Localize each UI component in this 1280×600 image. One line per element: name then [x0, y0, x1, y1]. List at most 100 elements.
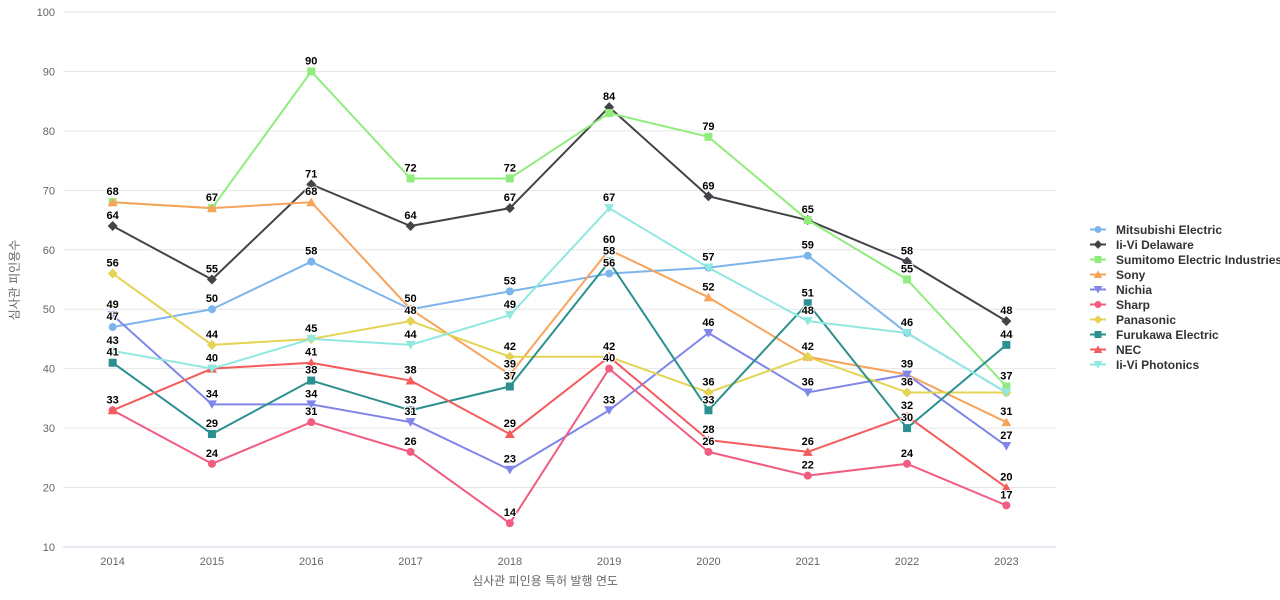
data-point-marker[interactable] — [406, 447, 415, 456]
legend-item-nec[interactable]: NEC — [1090, 342, 1280, 357]
data-point-marker[interactable] — [306, 358, 317, 367]
data-point-marker[interactable] — [406, 174, 415, 183]
data-point-marker[interactable] — [703, 292, 714, 302]
data-point-marker[interactable] — [1001, 441, 1012, 451]
data-point-marker[interactable] — [107, 346, 118, 356]
data-point-marker[interactable] — [703, 191, 714, 202]
data-point-marker[interactable] — [504, 429, 515, 439]
data-point-marker[interactable] — [504, 311, 515, 320]
data-point-marker[interactable] — [405, 340, 416, 350]
data-point-marker[interactable] — [903, 424, 912, 433]
legend-item-ii-vi-delaware[interactable]: Ii-Vi Delaware — [1090, 237, 1280, 252]
data-point-marker[interactable] — [605, 364, 614, 373]
data-point-marker[interactable] — [902, 256, 913, 267]
data-point-marker[interactable] — [902, 329, 913, 338]
legend-item-panasonic[interactable]: Panasonic — [1090, 312, 1280, 327]
legend-item-mitsubishi-electric[interactable]: Mitsubishi Electric — [1090, 222, 1280, 237]
data-point-marker[interactable] — [803, 299, 812, 308]
data-point-marker[interactable] — [306, 197, 317, 207]
data-point-marker[interactable] — [307, 67, 316, 76]
data-point-marker[interactable] — [207, 459, 216, 468]
data-point-marker[interactable] — [1002, 382, 1011, 391]
data-point-marker[interactable] — [406, 406, 415, 415]
data-point-marker[interactable] — [107, 197, 118, 207]
legend-item-sharp[interactable]: Sharp — [1090, 297, 1280, 312]
data-point-marker[interactable] — [108, 323, 117, 332]
data-point-marker[interactable] — [405, 418, 416, 427]
data-point-marker[interactable] — [704, 132, 713, 141]
data-point-marker[interactable] — [902, 411, 913, 421]
data-point-marker[interactable] — [405, 375, 416, 385]
data-point-marker[interactable] — [505, 519, 514, 528]
data-point-marker[interactable] — [107, 405, 118, 415]
legend-item-sony[interactable]: Sony — [1090, 267, 1280, 282]
data-point-marker[interactable] — [107, 311, 118, 320]
data-point-marker[interactable] — [207, 430, 216, 439]
data-point-marker[interactable] — [604, 406, 615, 415]
data-point-marker[interactable] — [505, 174, 514, 183]
legend-item-furukawa-electric[interactable]: Furukawa Electric — [1090, 327, 1280, 342]
data-point-marker[interactable] — [206, 400, 217, 409]
data-point-marker[interactable] — [903, 275, 912, 284]
data-point-marker[interactable] — [604, 204, 615, 213]
data-point-marker[interactable] — [505, 287, 514, 296]
data-point-marker[interactable] — [704, 447, 713, 456]
data-point-marker[interactable] — [1001, 482, 1012, 492]
data-point-marker[interactable] — [307, 376, 316, 385]
data-point-marker[interactable] — [1002, 501, 1011, 510]
data-point-marker[interactable] — [605, 269, 614, 278]
data-point-marker[interactable] — [306, 179, 317, 190]
data-point-marker[interactable] — [306, 400, 317, 409]
data-point-marker[interactable] — [504, 370, 515, 379]
data-point-marker[interactable] — [307, 418, 316, 427]
data-point-marker[interactable] — [206, 364, 217, 374]
data-point-marker[interactable] — [803, 216, 812, 225]
data-point-marker[interactable] — [605, 109, 614, 118]
data-point-marker[interactable] — [505, 382, 514, 391]
data-point-marker[interactable] — [802, 317, 813, 326]
data-label: 68 — [107, 186, 119, 198]
data-label: 65 — [802, 204, 814, 216]
data-point-marker[interactable] — [405, 316, 416, 327]
data-point-marker[interactable] — [902, 387, 913, 398]
data-point-marker[interactable] — [1001, 388, 1012, 398]
legend-item-nichia[interactable]: Nichia — [1090, 282, 1280, 297]
data-point-marker[interactable] — [107, 221, 118, 231]
data-point-marker[interactable] — [802, 447, 813, 456]
data-point-marker[interactable] — [307, 257, 316, 266]
data-point-marker[interactable] — [206, 203, 217, 213]
data-point-marker[interactable] — [206, 274, 217, 285]
data-point-marker[interactable] — [605, 257, 614, 266]
data-point-marker[interactable] — [504, 203, 515, 214]
data-point-marker[interactable] — [206, 339, 217, 350]
data-point-marker[interactable] — [803, 471, 812, 480]
data-point-marker[interactable] — [1001, 417, 1012, 427]
legend-item-ii-vi-photonics[interactable]: Ii-Vi Photonics — [1090, 357, 1280, 372]
data-point-marker[interactable] — [604, 245, 615, 254]
data-point-marker[interactable] — [802, 388, 813, 398]
data-point-marker[interactable] — [405, 304, 416, 314]
data-point-marker[interactable] — [1001, 316, 1012, 327]
data-point-marker[interactable] — [1002, 340, 1011, 349]
data-point-marker[interactable] — [703, 387, 714, 398]
data-point-marker[interactable] — [703, 329, 714, 338]
data-point-marker[interactable] — [703, 263, 714, 273]
data-point-marker[interactable] — [405, 221, 416, 231]
data-point-marker[interactable] — [107, 268, 118, 279]
data-label: 57 — [702, 252, 714, 264]
data-point-marker[interactable] — [604, 352, 615, 361]
data-point-marker[interactable] — [504, 351, 515, 362]
y-tick-label: 40 — [43, 364, 55, 376]
data-point-marker[interactable] — [108, 358, 117, 367]
data-point-marker[interactable] — [902, 370, 913, 380]
data-point-marker[interactable] — [306, 334, 317, 344]
data-point-marker[interactable] — [504, 465, 515, 475]
data-point-marker[interactable] — [703, 435, 714, 444]
data-point-marker[interactable] — [803, 251, 812, 260]
legend-item-sumitomo-electric-industries[interactable]: Sumitomo Electric Industries — [1090, 252, 1280, 267]
data-label: 31 — [404, 406, 416, 418]
data-point-marker[interactable] — [704, 406, 713, 415]
data-point-marker[interactable] — [207, 305, 216, 314]
data-point-marker[interactable] — [903, 459, 912, 468]
data-point-marker[interactable] — [802, 351, 813, 362]
